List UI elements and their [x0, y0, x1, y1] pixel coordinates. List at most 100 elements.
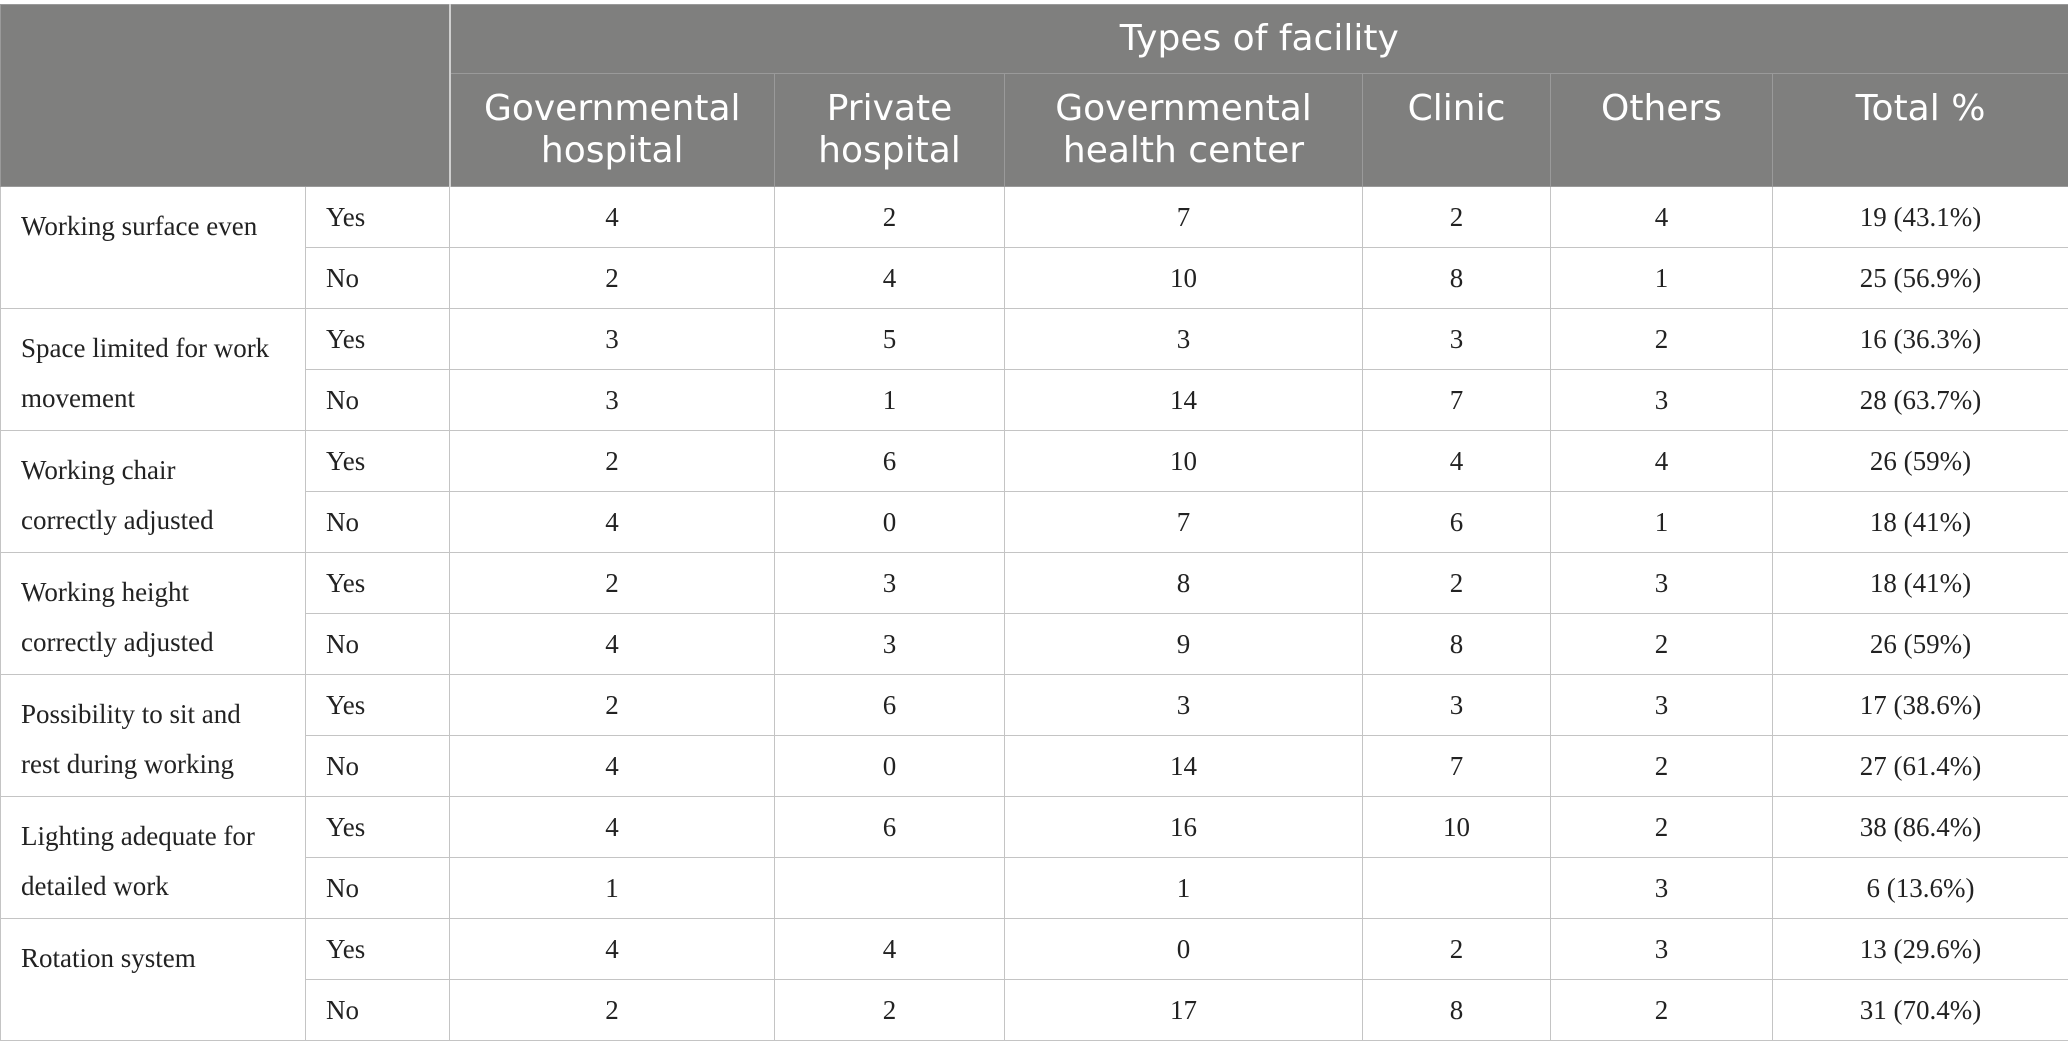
total-cell: 38 (86.4%)	[1771, 796, 2068, 858]
total-cell: 19 (43.1%)	[1771, 186, 2068, 248]
count-cell: 2	[1550, 613, 1773, 675]
table-row: Rotation system Yes 4 4 0 2 3 13 (29.6%)	[0, 918, 2068, 1041]
column-header-line: Governmental	[483, 88, 741, 129]
count-cell: 7	[1004, 491, 1363, 553]
count-cell: 4	[774, 918, 1005, 980]
count-cell: 2	[1362, 552, 1551, 614]
count-cell: 6	[774, 674, 1005, 736]
feature-label: Working chair correctly adjusted	[0, 430, 306, 553]
count-cell	[774, 857, 1005, 919]
count-cell: 3	[774, 552, 1005, 614]
count-cell: 6	[774, 430, 1005, 492]
count-cell: 3	[1550, 552, 1773, 614]
feature-label-line: Working surface even	[21, 211, 258, 241]
column-header-line: Total %	[1855, 88, 1986, 129]
count-cell: 2	[1550, 308, 1773, 370]
count-cell: 4	[449, 796, 775, 858]
response-label: Yes	[305, 308, 450, 370]
column-header: Others	[1550, 73, 1773, 187]
count-cell: 0	[774, 491, 1005, 553]
count-cell: 0	[1004, 918, 1363, 980]
count-cell: 4	[449, 491, 775, 553]
column-header: Governmental hospital	[449, 73, 775, 187]
count-cell: 2	[1362, 918, 1551, 980]
table-row: No 4 0 7 6 1 18 (41%)	[1, 491, 2068, 553]
table-header: Types of facility Governmental hospital Pr…	[0, 4, 2068, 187]
count-cell: 14	[1004, 735, 1363, 797]
feature-label-line: Rotation system	[21, 943, 196, 973]
count-cell: 3	[774, 613, 1005, 675]
total-cell: 18 (41%)	[1771, 491, 2068, 553]
response-label: No	[305, 735, 450, 797]
count-cell: 3	[1362, 308, 1551, 370]
header-blank-cell	[0, 4, 451, 187]
feature-label-line: Space limited for work	[21, 333, 270, 363]
count-cell: 1	[1004, 857, 1363, 919]
table-row: Possibility to sit and rest during workin…	[0, 674, 2068, 797]
total-cell: 26 (59%)	[1771, 430, 2068, 492]
count-cell: 4	[449, 613, 775, 675]
count-cell: 4	[449, 735, 775, 797]
column-header-line: hospital	[818, 130, 961, 171]
total-cell: 18 (41%)	[1771, 552, 2068, 614]
response-label: Yes	[305, 552, 450, 614]
count-cell: 10	[1004, 247, 1363, 309]
column-header-line: Clinic	[1407, 88, 1506, 129]
table-row: No 2 4 10 8 1 25 (56.9%)	[1, 247, 2068, 309]
response-label: Yes	[305, 918, 450, 980]
count-cell: 10	[1362, 796, 1551, 858]
response-label: No	[305, 613, 450, 675]
feature-label: Working height correctly adjusted	[0, 552, 306, 675]
table-row: No 1 1 3 6 (13.6%)	[1, 857, 2068, 919]
feature-label-line: movement	[21, 383, 135, 413]
count-cell: 3	[1550, 918, 1773, 980]
count-cell: 2	[449, 247, 775, 309]
count-cell: 2	[1550, 796, 1773, 858]
feature-label: Rotation system	[0, 918, 306, 1041]
count-cell: 14	[1004, 369, 1363, 431]
table-row: No 4 3 9 8 2 26 (59%)	[1, 613, 2068, 675]
count-cell: 1	[774, 369, 1005, 431]
total-cell: 13 (29.6%)	[1771, 918, 2068, 980]
count-cell: 2	[1550, 735, 1773, 797]
table-row: Space limited for work movement Yes 3 5 3 3 2 16…	[0, 308, 2068, 431]
column-header-line: Governmental	[1055, 88, 1312, 129]
count-cell: 4	[1550, 186, 1773, 248]
count-cell: 3	[1550, 369, 1773, 431]
count-cell: 7	[1362, 369, 1551, 431]
count-cell: 7	[1362, 735, 1551, 797]
count-cell: 3	[449, 308, 775, 370]
column-header: Governmental health center	[1004, 73, 1363, 187]
total-cell: 26 (59%)	[1771, 613, 2068, 675]
total-cell: 17 (38.6%)	[1771, 674, 2068, 736]
response-label: Yes	[305, 186, 450, 248]
group-header: Types of facility	[448, 4, 2068, 74]
column-header-line: Others	[1601, 88, 1722, 129]
response-label: No	[305, 857, 450, 919]
column-header-line: hospital	[540, 130, 684, 171]
feature-label: Working surface even	[0, 186, 306, 309]
column-header-line: Private	[826, 88, 953, 129]
total-cell: 31 (70.4%)	[1771, 979, 2068, 1041]
count-cell: 8	[1362, 979, 1551, 1041]
feature-label: Possibility to sit and rest during workin…	[0, 674, 306, 797]
column-header: Clinic	[1362, 73, 1551, 187]
feature-label-line: Working chair	[21, 455, 176, 485]
count-cell: 3	[1004, 308, 1363, 370]
feature-label-line: correctly adjusted	[21, 505, 214, 535]
feature-label-line: Working height	[21, 577, 190, 607]
feature-label-line: Lighting adequate for	[21, 821, 255, 851]
table-row: Working surface even Yes 4 2 7 2 4 19 (43.1%)	[0, 186, 2068, 309]
feature-label-line: correctly adjusted	[21, 627, 214, 657]
count-cell: 4	[1362, 430, 1551, 492]
feature-label: Space limited for work movement	[0, 308, 306, 431]
response-label: No	[305, 979, 450, 1041]
count-cell: 2	[449, 674, 775, 736]
count-cell: 6	[1362, 491, 1551, 553]
table-row: No 3 1 14 7 3 28 (63.7%)	[1, 369, 2068, 431]
count-cell: 2	[449, 979, 775, 1041]
count-cell: 3	[1550, 857, 1773, 919]
table-row: No 2 2 17 8 2 31 (70.4%)	[1, 979, 2068, 1041]
total-cell: 25 (56.9%)	[1771, 247, 2068, 309]
count-cell: 0	[774, 735, 1005, 797]
